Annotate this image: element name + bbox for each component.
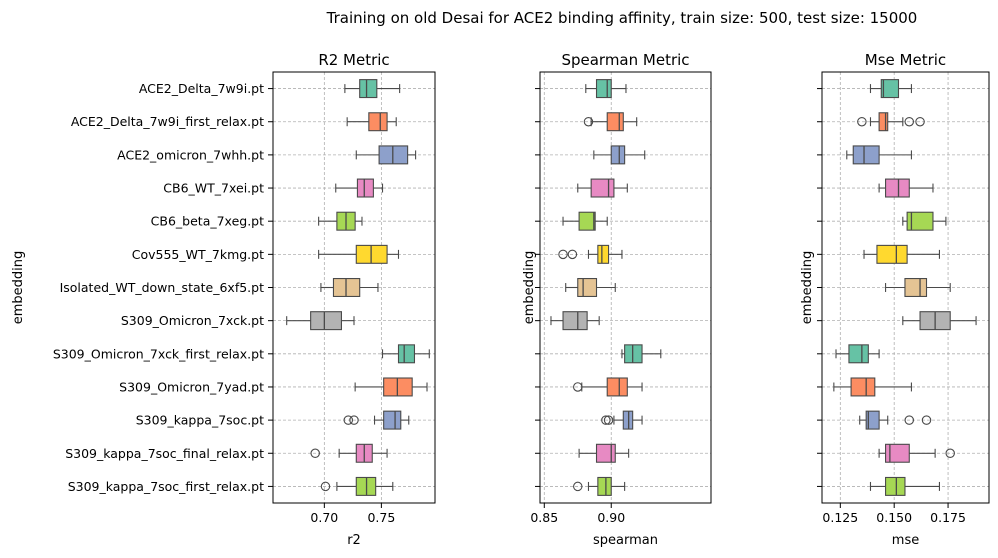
- iqr-box: [885, 443, 910, 463]
- y-tick-label: Isolated_WT_down_state_6xf5.pt: [60, 280, 265, 295]
- y-tick-label: Cov555_WT_7kmg.pt: [132, 247, 264, 262]
- iqr-box: [865, 410, 880, 430]
- iqr-box: [562, 311, 588, 331]
- iqr-box: [359, 79, 378, 99]
- iqr-box: [876, 244, 908, 264]
- outlier-point: [915, 116, 925, 127]
- iqr-box: [885, 178, 910, 198]
- x-axis-label: r2: [347, 533, 361, 548]
- y-tick-label: S309_kappa_7soc.pt: [136, 413, 264, 428]
- outlier-point: [343, 415, 354, 425]
- iqr-box: [850, 377, 876, 397]
- y-tick-label: ACE2_omicron_7whh.pt: [117, 147, 264, 162]
- iqr-box: [597, 476, 612, 496]
- outlier-point: [904, 116, 915, 127]
- y-tick-label: CB6_WT_7xei.pt: [163, 181, 264, 196]
- iqr-box: [310, 311, 343, 331]
- outlier-point: [310, 448, 320, 459]
- spearman-metric-panel: 0.85 0.90 Spearman Metric spearman embedding: [522, 51, 712, 548]
- outlier-point: [603, 415, 614, 425]
- iqr-box: [597, 244, 610, 264]
- iqr-box: [622, 410, 634, 430]
- x-axis-label: spearman: [593, 533, 658, 548]
- outlier-point: [567, 249, 578, 260]
- iqr-box: [356, 178, 374, 198]
- y-axis-label: embedding: [11, 251, 26, 325]
- iqr-box: [368, 112, 388, 132]
- mse-metric-panel: 0.125 0.150 0.175 Mse Metric mse embedding: [800, 51, 990, 548]
- panel-title: Mse Metric: [865, 51, 946, 69]
- axes-frame: [272, 71, 436, 504]
- iqr-box: [878, 112, 889, 132]
- x-tick-label: 0.70: [310, 510, 338, 525]
- y-tick-label: S309_Omicron_7xck_first_relax.pt: [53, 346, 264, 361]
- x-tick-label: 0.150: [876, 510, 912, 525]
- iqr-box: [885, 476, 906, 496]
- y-tick-label: ACE2_Delta_7w9i_first_relax.pt: [71, 114, 264, 129]
- iqr-box: [880, 79, 900, 99]
- iqr-box: [906, 211, 934, 231]
- iqr-box: [852, 145, 880, 165]
- panel-title: R2 Metric: [318, 51, 389, 69]
- axes-frame: [821, 71, 990, 504]
- x-tick-label: 0.75: [367, 510, 395, 525]
- x-tick-label: 0.175: [930, 510, 966, 525]
- panel-title: Spearman Metric: [561, 51, 689, 69]
- outlier-point: [349, 415, 359, 425]
- iqr-box: [624, 344, 643, 364]
- y-tick-label: CB6_beta_7xeg.pt: [151, 214, 264, 229]
- iqr-box: [397, 344, 416, 364]
- iqr-box: [595, 443, 616, 463]
- iqr-box: [577, 277, 598, 298]
- iqr-box: [606, 377, 628, 397]
- iqr-box: [848, 344, 869, 364]
- y-tick-label: S309_kappa_7soc_final_relax.pt: [65, 446, 264, 461]
- iqr-box: [578, 211, 596, 231]
- axes-frame: [539, 71, 712, 504]
- outlier-point: [558, 249, 568, 260]
- y-axis-label: embedding: [800, 251, 815, 325]
- iqr-box: [610, 145, 626, 165]
- outlier-point: [921, 415, 932, 425]
- y-tick-label: S309_Omicron_7yad.pt: [119, 379, 264, 394]
- outlier-point: [601, 415, 611, 425]
- iqr-box: [606, 112, 624, 132]
- y-tick-label: S309_kappa_7soc_first_relax.pt: [68, 479, 264, 494]
- y-tick-label: ACE2_Delta_7w9i.pt: [139, 81, 264, 96]
- r2-metric-panel: 0.70 0.75 ACE2_Delta_7w9i.pt ACE2_Delta_7w9…: [11, 51, 436, 548]
- x-tick-label: 0.125: [822, 510, 858, 525]
- outlier-point: [320, 481, 331, 492]
- iqr-box: [383, 410, 402, 430]
- x-axis-label: mse: [892, 533, 919, 548]
- outlier-point: [857, 116, 867, 127]
- iqr-box: [595, 79, 612, 99]
- figure-suptitle: Training on old Desai for ACE2 binding a…: [326, 9, 918, 27]
- x-tick-label: 0.85: [530, 510, 558, 525]
- y-axis-label: embedding: [522, 251, 537, 325]
- iqr-box: [904, 277, 928, 298]
- x-tick-label: 0.90: [597, 510, 625, 525]
- y-tick-label: S309_Omicron_7xck.pt: [121, 313, 264, 328]
- outlier-point: [904, 415, 915, 425]
- outlier-point: [945, 448, 955, 459]
- outlier-point: [573, 382, 583, 392]
- iqr-box: [590, 178, 615, 198]
- outlier-point: [583, 116, 594, 127]
- outlier-point: [573, 481, 583, 492]
